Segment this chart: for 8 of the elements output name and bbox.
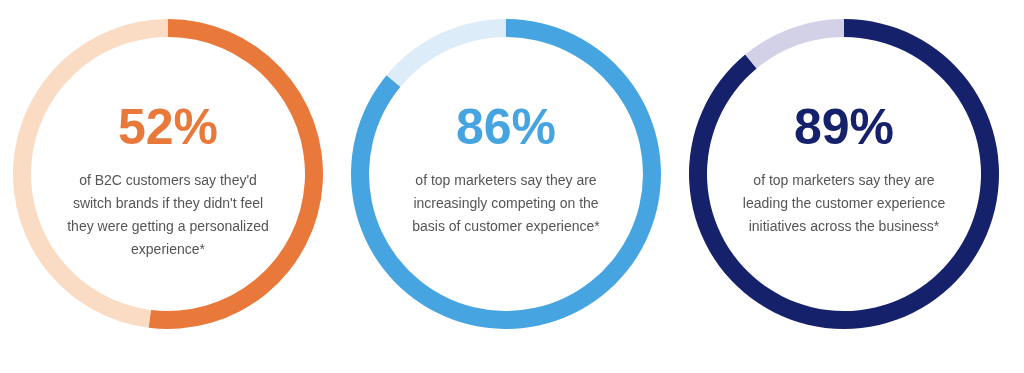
- text: of B2C customers say they'd switch brands if they didn't feel they were getting a personalized experience*: [67, 172, 269, 257]
- data-label: 86%: [455, 99, 557, 155]
- donut-slice: [386, 19, 506, 87]
- donut-slice: [745, 19, 844, 69]
- data-label: 52%: [117, 99, 219, 155]
- text: of top marketers say they are leading the customer experience initiatives across the business*: [742, 172, 946, 234]
- text: of top marketers say they are increasingly competing on the basis of customer experience*: [412, 172, 601, 234]
- data-label: 89%: [793, 99, 895, 155]
